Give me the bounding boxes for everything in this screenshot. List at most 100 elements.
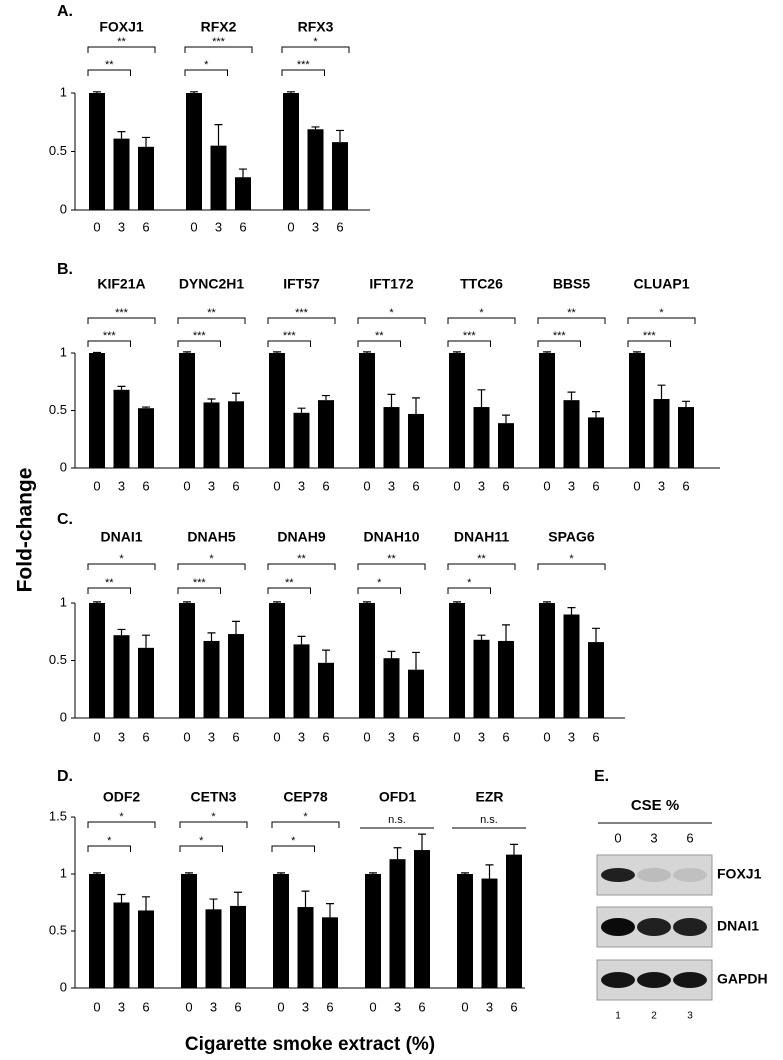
- error-bar: [273, 351, 281, 353]
- bar: [307, 129, 324, 210]
- lane-number: 3: [687, 1011, 693, 1022]
- blot-band: [601, 918, 635, 936]
- x-tick-label: 6: [142, 478, 149, 493]
- error-bar: [412, 651, 420, 670]
- x-tick-label: 0: [543, 729, 550, 744]
- x-tick-label: 0: [273, 478, 280, 493]
- bar: [230, 905, 246, 988]
- x-tick-label: 3: [118, 219, 125, 234]
- blot-band: [673, 918, 707, 936]
- bar: [408, 669, 424, 718]
- x-tick-label: 0: [273, 729, 280, 744]
- significance-label: **: [285, 577, 294, 589]
- blot-row-label: DNAI1: [717, 918, 759, 934]
- bar: [179, 353, 195, 468]
- significance-label: *: [569, 553, 574, 565]
- significance-bracket: [87, 317, 156, 324]
- significance-label: ***: [553, 330, 567, 342]
- error-bar: [183, 601, 191, 603]
- significance-bracket: [627, 317, 696, 324]
- gene-name: DYNC2H1: [179, 276, 245, 292]
- x-tick-label: 0: [369, 999, 376, 1014]
- blot-header: CSE %: [631, 797, 679, 814]
- significance-bracket: [267, 317, 336, 324]
- error-bar: [142, 136, 150, 147]
- significance-label: n.s.: [388, 814, 406, 826]
- x-tick-label: 6: [142, 729, 149, 744]
- error-bar: [453, 601, 461, 603]
- error-bar: [232, 620, 240, 635]
- significance-bracket: [537, 340, 581, 347]
- significance-label: *: [467, 577, 472, 589]
- x-tick-label: 0: [453, 478, 460, 493]
- bar: [449, 603, 465, 718]
- blot-band: [637, 918, 671, 936]
- gene-name: EZR: [476, 789, 504, 805]
- bar: [297, 907, 314, 988]
- error-bar: [207, 632, 216, 641]
- error-bar: [183, 351, 191, 353]
- error-bar: [543, 601, 551, 603]
- bar: [89, 93, 105, 210]
- significance-bracket: [267, 563, 336, 570]
- y-axis-title: Fold-change: [14, 468, 37, 593]
- error-bar: [387, 650, 396, 659]
- bar: [506, 854, 522, 988]
- error-bar: [214, 123, 223, 146]
- blot-band: [601, 972, 635, 988]
- x-tick-label: 3: [298, 729, 305, 744]
- significance-label: ***: [103, 330, 117, 342]
- bar: [588, 642, 604, 718]
- error-bar: [117, 893, 126, 903]
- x-tick-label: 0: [183, 478, 190, 493]
- significance-label: ***: [193, 577, 207, 589]
- x-tick-label: 0: [93, 729, 100, 744]
- error-bar: [207, 398, 216, 403]
- gene-name: CEP78: [283, 789, 328, 805]
- bar: [383, 658, 400, 718]
- error-bar: [117, 385, 126, 390]
- y-tick-label: 1: [60, 84, 67, 99]
- bar: [138, 910, 154, 988]
- bar: [228, 401, 244, 468]
- error-bar: [412, 397, 420, 414]
- error-bar: [369, 872, 377, 874]
- error-bar: [657, 384, 666, 399]
- x-tick-label: 6: [239, 219, 246, 234]
- x-tick-label: 3: [478, 729, 485, 744]
- bar: [318, 400, 334, 468]
- error-bar: [336, 129, 344, 143]
- x-tick-label: 6: [142, 219, 149, 234]
- error-bar: [322, 649, 330, 663]
- significance-bracket: [177, 587, 221, 594]
- significance-label: **: [297, 553, 306, 565]
- error-bar: [543, 351, 551, 353]
- x-tick-label: 6: [412, 478, 419, 493]
- blot-band: [637, 972, 671, 988]
- significance-label: **: [375, 330, 384, 342]
- significance-bracket: [87, 340, 131, 347]
- x-tick-label: 3: [118, 999, 125, 1014]
- significance-bracket: [87, 69, 131, 76]
- bar: [113, 138, 130, 210]
- gene-name: DNAH5: [187, 529, 235, 545]
- gene-name: TTC26: [460, 276, 503, 292]
- bar: [498, 423, 514, 468]
- bar: [563, 614, 580, 718]
- significance-label: *: [107, 835, 112, 847]
- significance-bracket: [627, 340, 671, 347]
- bar: [389, 859, 406, 988]
- significance-bracket: [87, 46, 156, 53]
- gene-name: DNAH9: [277, 529, 325, 545]
- y-tick-label: 0.5: [49, 922, 67, 937]
- bar: [186, 93, 202, 210]
- x-tick-label: 0: [93, 219, 100, 234]
- x-tick-label: 0: [183, 729, 190, 744]
- x-tick-label: 6: [322, 729, 329, 744]
- error-bar: [117, 628, 126, 636]
- panel-label: E.: [594, 768, 609, 785]
- x-tick-label: 3: [478, 478, 485, 493]
- bar: [481, 878, 498, 988]
- x-tick-label: 6: [336, 219, 343, 234]
